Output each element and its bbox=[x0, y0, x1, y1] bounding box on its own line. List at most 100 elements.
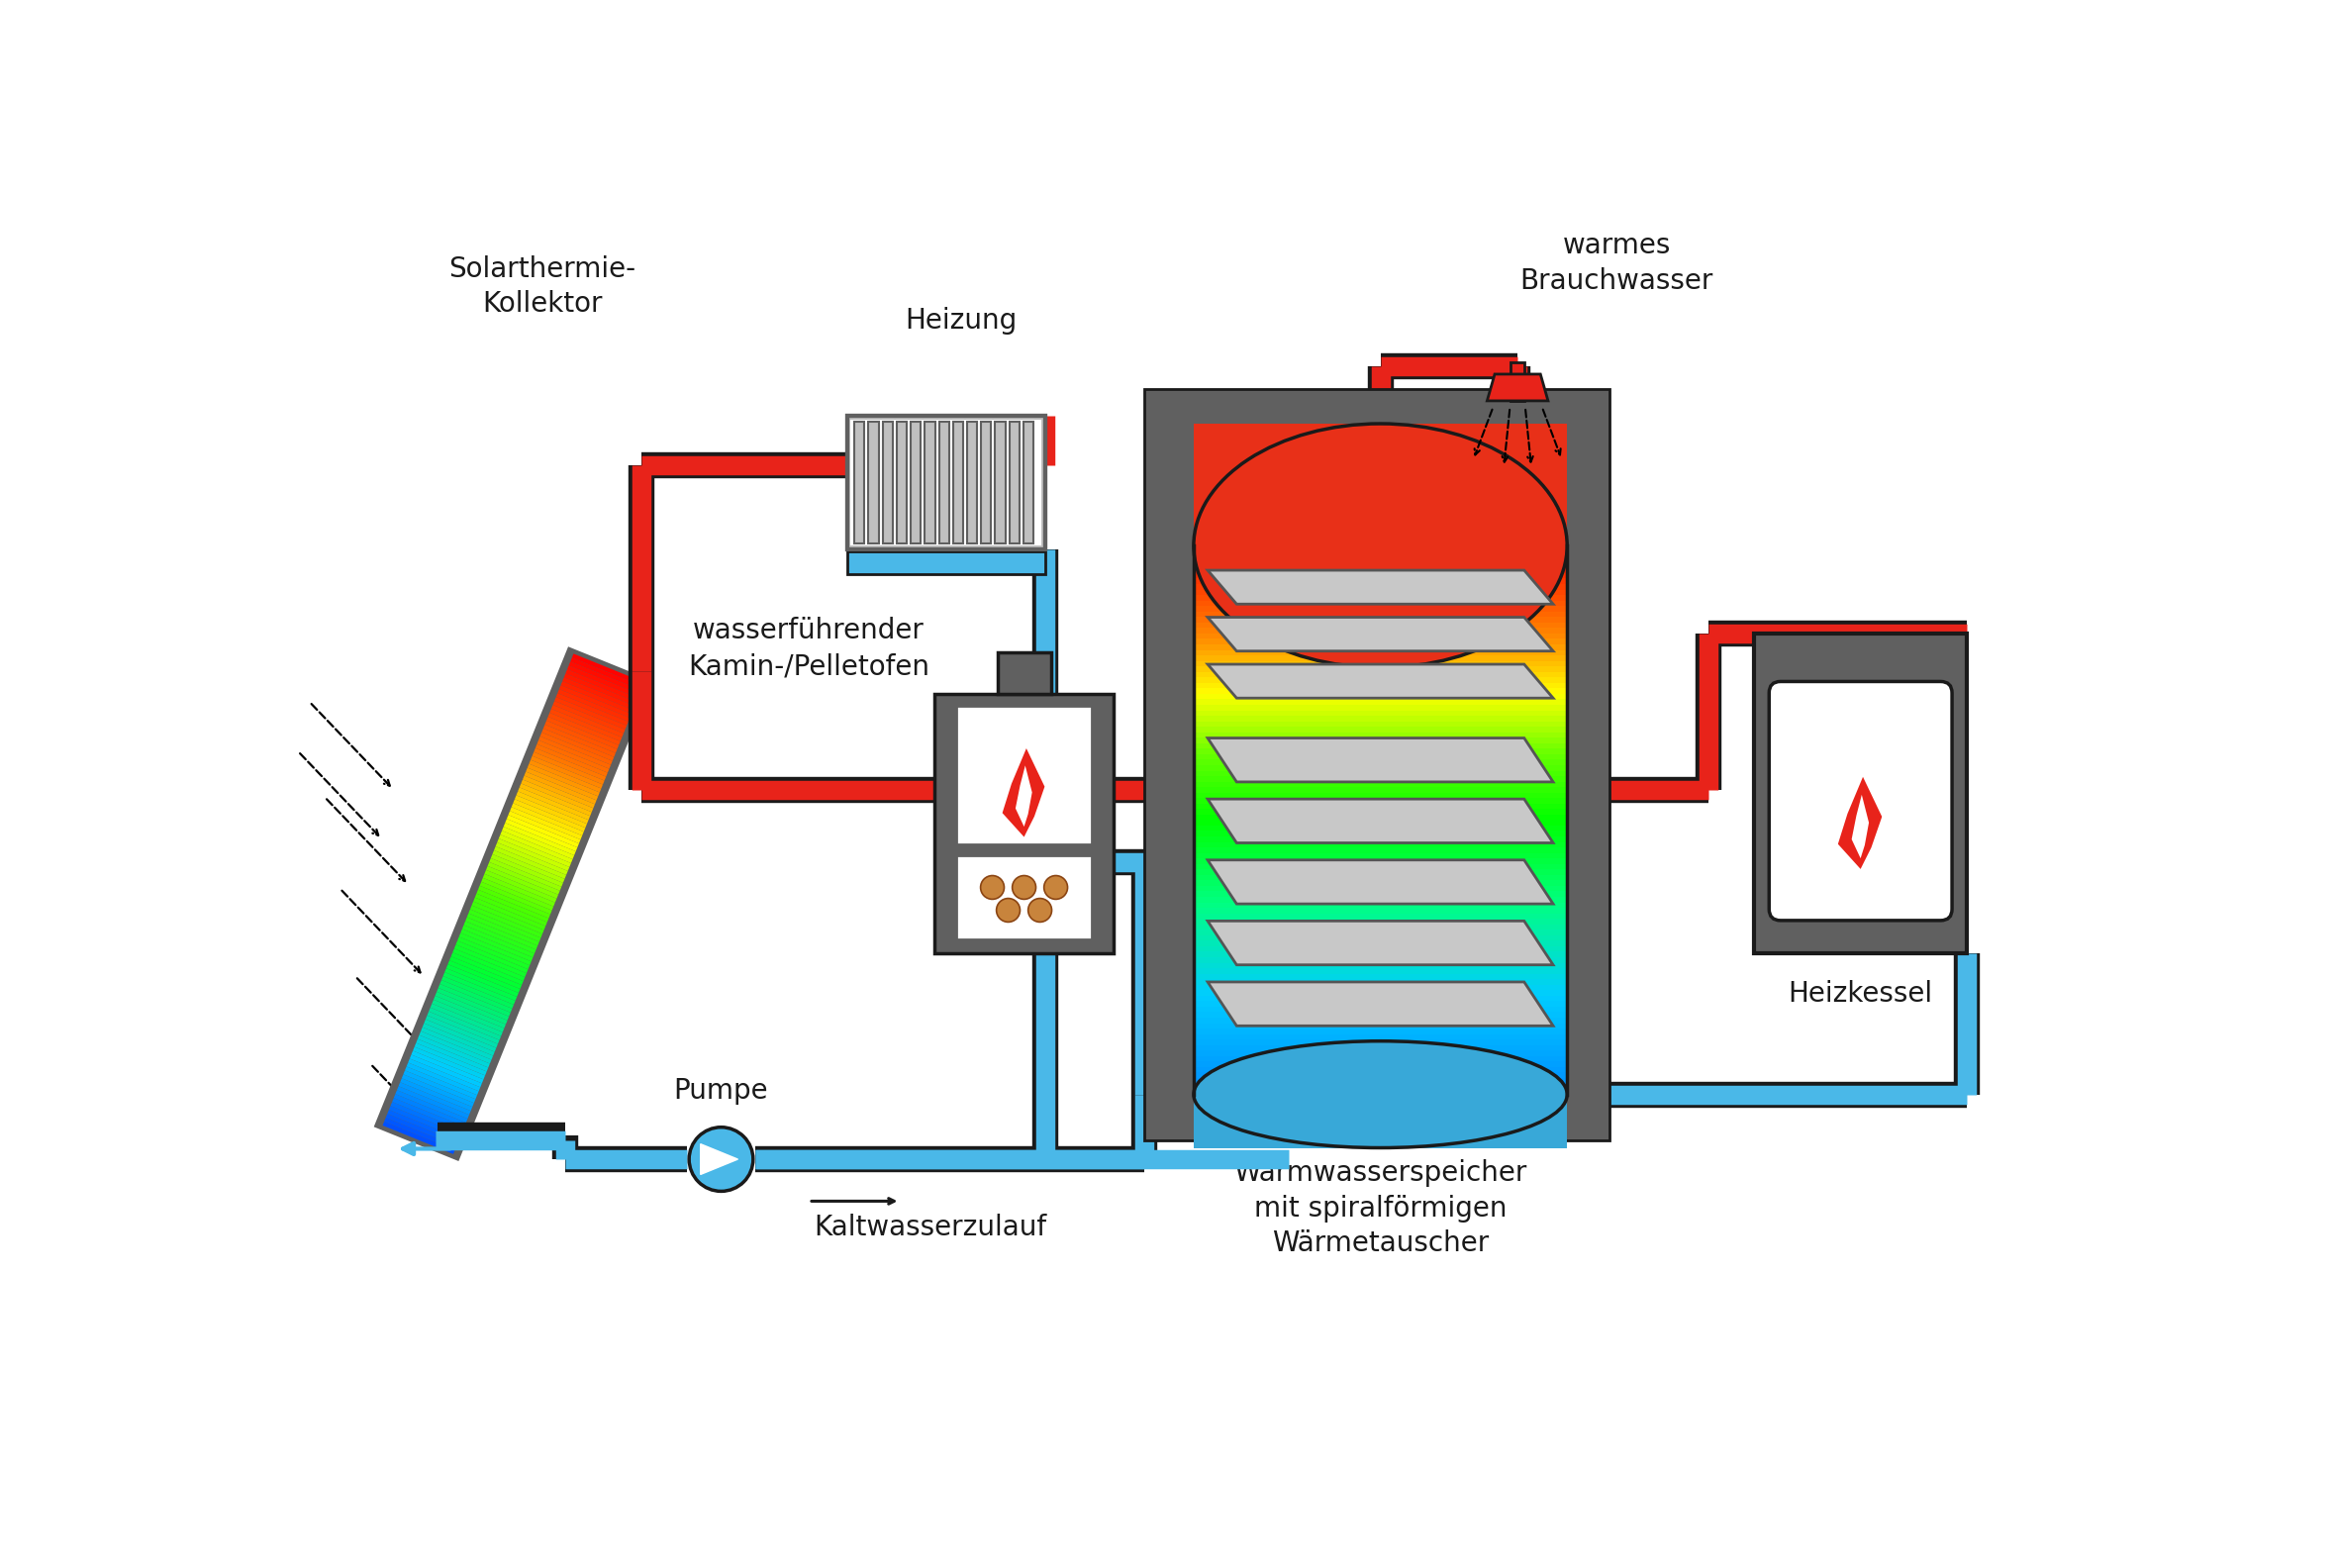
Bar bbox=[851, 420, 1040, 546]
Bar bbox=[1195, 869, 1566, 875]
Polygon shape bbox=[563, 673, 636, 706]
Polygon shape bbox=[428, 1011, 500, 1044]
Polygon shape bbox=[388, 1105, 461, 1138]
Bar bbox=[1195, 798, 1566, 803]
Polygon shape bbox=[477, 886, 549, 919]
Bar bbox=[1195, 423, 1566, 546]
Bar bbox=[1195, 1055, 1566, 1062]
Polygon shape bbox=[390, 1102, 463, 1134]
Polygon shape bbox=[489, 858, 561, 891]
Polygon shape bbox=[1209, 571, 1552, 604]
Bar bbox=[884, 422, 893, 544]
Bar bbox=[1195, 721, 1566, 726]
Polygon shape bbox=[1209, 665, 1552, 698]
Polygon shape bbox=[521, 779, 594, 812]
Bar bbox=[1195, 568, 1566, 572]
Polygon shape bbox=[402, 1074, 475, 1107]
Bar bbox=[1195, 1007, 1566, 1011]
Bar bbox=[1195, 1033, 1566, 1040]
Bar bbox=[1195, 765, 1566, 770]
Polygon shape bbox=[437, 985, 510, 1016]
Bar bbox=[1195, 671, 1566, 677]
Polygon shape bbox=[440, 980, 512, 1013]
Bar bbox=[935, 695, 1113, 953]
Polygon shape bbox=[1209, 920, 1552, 964]
Polygon shape bbox=[542, 729, 615, 760]
Polygon shape bbox=[514, 795, 587, 828]
Bar bbox=[1195, 1077, 1566, 1083]
Polygon shape bbox=[449, 960, 519, 993]
Bar bbox=[1195, 831, 1566, 836]
Bar bbox=[1754, 633, 1966, 953]
Bar bbox=[956, 706, 1092, 845]
Polygon shape bbox=[430, 1004, 503, 1036]
Polygon shape bbox=[552, 706, 624, 737]
Polygon shape bbox=[463, 920, 535, 953]
Bar bbox=[1195, 941, 1566, 946]
Polygon shape bbox=[528, 764, 599, 797]
Polygon shape bbox=[1852, 795, 1868, 858]
Polygon shape bbox=[414, 1047, 484, 1079]
Polygon shape bbox=[1209, 859, 1552, 903]
Polygon shape bbox=[496, 842, 568, 875]
Bar bbox=[1195, 557, 1566, 561]
Bar bbox=[1195, 704, 1566, 710]
Bar bbox=[1195, 803, 1566, 809]
Polygon shape bbox=[404, 1066, 477, 1099]
Polygon shape bbox=[517, 792, 589, 823]
Polygon shape bbox=[701, 1145, 739, 1174]
Polygon shape bbox=[517, 787, 589, 820]
Bar bbox=[1195, 579, 1566, 583]
Polygon shape bbox=[524, 771, 596, 804]
Bar bbox=[1195, 1022, 1566, 1029]
Circle shape bbox=[1012, 875, 1036, 898]
Polygon shape bbox=[559, 688, 629, 721]
Polygon shape bbox=[524, 776, 594, 808]
Polygon shape bbox=[510, 808, 582, 839]
Bar bbox=[1195, 688, 1566, 693]
Bar bbox=[1195, 880, 1566, 886]
Polygon shape bbox=[386, 1113, 458, 1146]
Polygon shape bbox=[1209, 800, 1552, 844]
Bar bbox=[1195, 924, 1566, 930]
Circle shape bbox=[1029, 898, 1052, 922]
Circle shape bbox=[1045, 875, 1068, 898]
Bar bbox=[1195, 985, 1566, 989]
Polygon shape bbox=[374, 646, 652, 1162]
Polygon shape bbox=[484, 870, 556, 903]
Polygon shape bbox=[397, 1087, 470, 1118]
Polygon shape bbox=[409, 1058, 479, 1091]
Circle shape bbox=[690, 1127, 753, 1192]
Polygon shape bbox=[426, 1016, 498, 1047]
Text: warmes
Brauchwasser: warmes Brauchwasser bbox=[1520, 232, 1714, 295]
Bar bbox=[1510, 362, 1524, 401]
Bar bbox=[912, 422, 921, 544]
Bar bbox=[1195, 1062, 1566, 1066]
Bar bbox=[1195, 638, 1566, 644]
Bar bbox=[853, 422, 865, 544]
Polygon shape bbox=[519, 784, 592, 815]
Polygon shape bbox=[468, 909, 540, 942]
Polygon shape bbox=[458, 936, 531, 969]
Polygon shape bbox=[465, 917, 538, 950]
Bar bbox=[1195, 710, 1566, 715]
Polygon shape bbox=[556, 693, 629, 726]
Polygon shape bbox=[538, 737, 610, 768]
Polygon shape bbox=[468, 913, 540, 946]
Bar bbox=[1195, 974, 1566, 978]
Polygon shape bbox=[451, 952, 524, 985]
Bar bbox=[1195, 594, 1566, 601]
Polygon shape bbox=[503, 826, 575, 859]
Polygon shape bbox=[400, 1079, 472, 1110]
Bar bbox=[1195, 770, 1566, 776]
Bar bbox=[982, 422, 991, 544]
Polygon shape bbox=[552, 701, 624, 734]
Polygon shape bbox=[573, 654, 645, 687]
Bar bbox=[1195, 1011, 1566, 1018]
Bar bbox=[1195, 633, 1566, 638]
Polygon shape bbox=[531, 756, 603, 789]
Bar bbox=[1195, 935, 1566, 941]
Bar bbox=[1195, 825, 1566, 831]
Polygon shape bbox=[423, 1019, 496, 1052]
Polygon shape bbox=[559, 685, 631, 718]
